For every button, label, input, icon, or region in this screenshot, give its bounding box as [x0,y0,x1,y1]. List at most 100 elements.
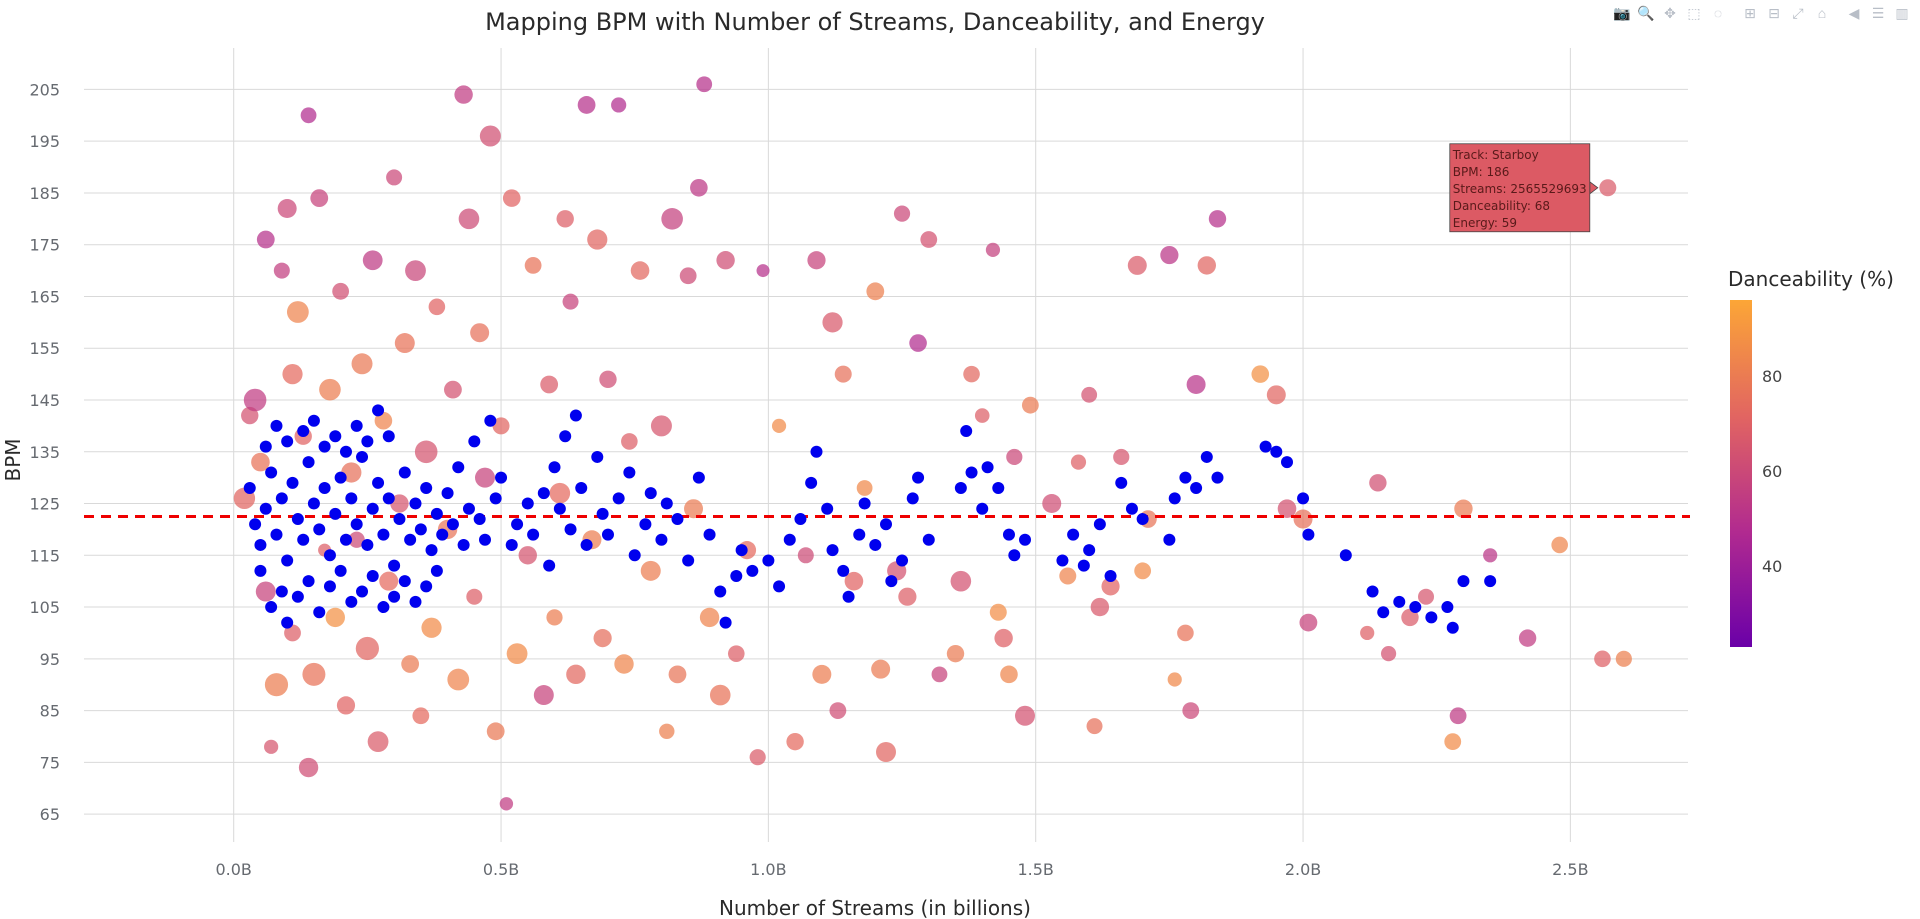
bubble-point[interactable] [243,388,267,412]
highlighted-point[interactable] [281,435,294,448]
bubble-point[interactable] [756,264,770,278]
bubble-point[interactable] [1021,396,1039,414]
highlighted-point[interactable] [489,492,502,505]
highlighted-point[interactable] [783,533,796,546]
bubble-point[interactable] [348,531,365,548]
highlighted-point[interactable] [1168,492,1181,505]
highlighted-point[interactable] [537,487,550,500]
bubble-point[interactable] [577,96,596,114]
highlighted-point[interactable] [735,544,748,557]
highlighted-point[interactable] [1211,471,1224,484]
bubble-point[interactable] [1090,597,1110,617]
bubble-point[interactable] [282,364,303,385]
highlighted-point[interactable] [559,430,572,443]
highlighted-point[interactable] [880,518,892,531]
bubble-point[interactable] [428,298,446,316]
highlighted-point[interactable] [965,466,978,479]
bubble-point[interactable] [401,655,420,673]
bubble-point[interactable] [390,494,409,513]
highlighted-point[interactable] [372,404,385,417]
highlighted-point[interactable] [291,513,304,526]
highlighted-point[interactable] [345,492,358,505]
bubble-point[interactable] [985,242,1001,257]
bubble-point[interactable] [822,312,843,333]
bubble-point[interactable] [533,685,554,706]
highlighted-point[interactable] [414,523,427,536]
highlighted-point[interactable] [270,528,283,541]
highlighted-point[interactable] [1441,601,1454,614]
highlighted-point[interactable] [339,445,352,458]
bubble-point[interactable] [599,370,617,388]
bubble-point[interactable] [405,260,426,281]
highlighted-point[interactable] [591,450,604,463]
highlighted-point[interactable] [479,533,491,546]
camera-icon[interactable]: 📷 [1613,5,1631,21]
box-select-icon[interactable]: ⬚ [1687,5,1701,21]
highlighted-point[interactable] [318,440,331,453]
bubble-point[interactable] [866,282,885,301]
bubble-point[interactable] [1197,256,1217,275]
highlighted-point[interactable] [553,502,566,515]
highlighted-point[interactable] [1297,492,1310,505]
bubble-point[interactable] [273,262,290,279]
bubble-point[interactable] [893,205,911,222]
bubble-point[interactable] [421,617,442,638]
bubble-point[interactable] [614,654,634,674]
bubble-point[interactable] [362,250,383,271]
bubble-point[interactable] [1293,509,1313,529]
bubble-point[interactable] [447,668,470,691]
bubble-point[interactable] [807,251,826,270]
bubble-point[interactable] [1000,665,1018,684]
highlighted-point[interactable] [1067,528,1080,541]
highlighted-point[interactable] [441,487,454,500]
bubble-point[interactable] [524,257,542,274]
highlighted-point[interactable] [430,507,443,520]
bubble-point[interactable] [386,169,403,186]
highlighted-point[interactable] [329,430,342,443]
bubble-point[interactable] [1418,588,1435,605]
highlighted-point[interactable] [275,492,288,505]
bubble-point[interactable] [876,742,896,762]
highlighted-point[interactable] [484,414,497,427]
highlighted-point[interactable] [243,482,256,494]
highlighted-point[interactable] [1002,528,1015,541]
highlighted-point[interactable] [976,502,989,515]
zoom-icon[interactable]: 🔍 [1637,5,1655,21]
bubble-point[interactable] [679,267,697,285]
highlighted-point[interactable] [388,590,401,603]
plotly-logo-icon[interactable]: ▥ [1895,5,1909,21]
bubble-point[interactable] [454,85,473,104]
bubble-point[interactable] [486,722,505,741]
highlighted-point[interactable] [361,435,374,448]
bubble-point[interactable] [829,702,847,719]
highlighted-point[interactable] [703,528,716,541]
highlighted-point[interactable] [297,425,310,438]
bubble-point[interactable] [684,499,704,519]
highlighted-point[interactable] [323,549,336,562]
highlighted-point[interactable] [1366,585,1379,598]
highlighted-series[interactable] [243,404,1497,634]
highlighted-point[interactable] [420,482,433,494]
highlighted-point[interactable] [356,450,369,463]
bubble-point[interactable] [844,571,864,591]
highlighted-point[interactable] [409,497,422,510]
highlighted-point[interactable] [1457,575,1470,588]
highlighted-point[interactable] [1425,611,1438,624]
highlighted-point[interactable] [1409,601,1422,614]
highlighted-point[interactable] [821,502,834,515]
highlighted-point[interactable] [580,538,593,551]
highlighted-point[interactable] [446,518,459,531]
bubble-point[interactable] [470,323,490,343]
highlighted-point[interactable] [420,580,433,593]
bubble-point[interactable] [696,76,713,93]
highlighted-point[interactable] [714,585,727,598]
highlighted-point[interactable] [906,492,919,505]
highlighted-point[interactable] [1104,570,1117,582]
highlighted-point[interactable] [468,435,481,448]
highlighted-point[interactable] [1115,476,1128,489]
bubble-point[interactable] [797,547,814,564]
highlighted-point[interactable] [1056,554,1069,567]
bubble-point[interactable] [367,731,389,753]
bubble-point[interactable] [499,797,514,811]
bubble-point[interactable] [1167,672,1182,687]
